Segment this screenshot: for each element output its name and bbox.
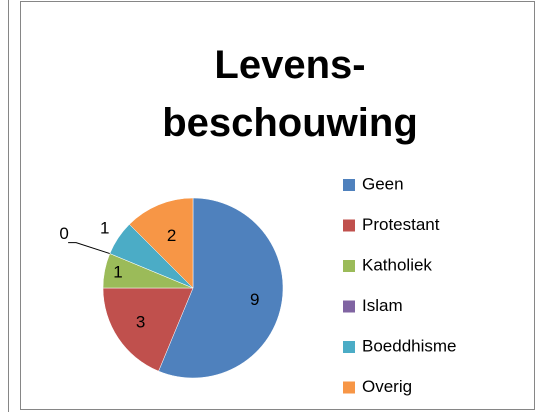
legend-label: Geen: [362, 174, 404, 193]
pie-slice: [158, 197, 284, 379]
pie-slice: [102, 287, 194, 372]
data-label: 0: [59, 224, 68, 243]
leader-line: [68, 242, 111, 255]
data-label: 2: [167, 226, 176, 245]
legend-swatch: [343, 341, 355, 353]
pie-slice: [129, 197, 194, 289]
legend-label: Islam: [362, 296, 403, 315]
legend-label: Katholiek: [362, 255, 432, 274]
legend-swatch: [343, 179, 355, 191]
data-label: 1: [100, 218, 109, 237]
chart-frame: [20, 1, 535, 410]
data-label: 1: [113, 263, 122, 282]
data-label: 3: [136, 312, 145, 331]
legend-swatch: [343, 260, 355, 272]
legend-label: Protestant: [362, 215, 440, 234]
legend-label: Boeddhisme: [362, 336, 457, 355]
chart-title: Levens-beschouwing: [162, 43, 418, 145]
legend-swatch: [343, 300, 355, 313]
data-label: 9: [250, 290, 259, 309]
legend-swatch: [343, 219, 355, 232]
neighbor-border: [8, 0, 9, 412]
legend-label: Overig: [362, 377, 412, 396]
legend-swatch: [343, 381, 355, 394]
